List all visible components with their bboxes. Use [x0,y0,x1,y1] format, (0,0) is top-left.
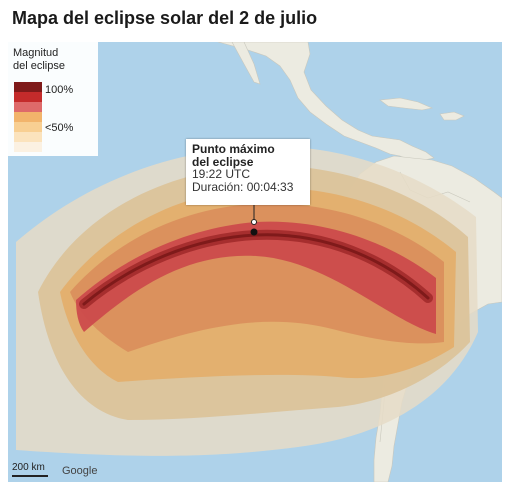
scale-label: 200 km [12,462,45,473]
legend-label-bottom: <50% [45,122,74,134]
legend-swatch [14,112,42,122]
legend-swatch [14,132,42,142]
callout-anchor [251,219,257,225]
land-hispaniola [439,111,465,121]
callout-duration: Duración: 00:04:33 [192,179,294,194]
legend-swatch [14,92,42,102]
legend-label-top: 100% [45,84,74,96]
scale-bar: 200 km [12,462,48,477]
max-eclipse-callout: Punto máximo del eclipse 19:22 UTC Durac… [186,139,310,205]
legend-swatch [14,122,42,132]
max-eclipse-point[interactable] [250,228,258,236]
legend-swatch [14,82,42,92]
legend-swatch [14,142,42,152]
map-canvas [16,42,502,482]
legend-swatch [14,102,42,112]
google-attribution[interactable]: Google [62,465,98,477]
land-baja [231,42,261,85]
map-title: Mapa del eclipse solar del 2 de julio [12,8,318,28]
eclipse-bands [16,146,478,456]
land-cuba [379,97,434,111]
center-line [82,233,430,306]
scale-line [12,475,48,477]
callout-title-line2: del eclipse [192,154,254,169]
callout-time: 19:22 UTC [192,167,251,181]
eclipse-map[interactable] [8,42,502,482]
legend-title: Magnitud del eclipse [13,47,65,72]
callout-title-line1: Punto máximo [192,142,275,156]
legend: Magnitud del eclipse 100% <50% [8,42,98,156]
legend-swatches [14,82,42,152]
